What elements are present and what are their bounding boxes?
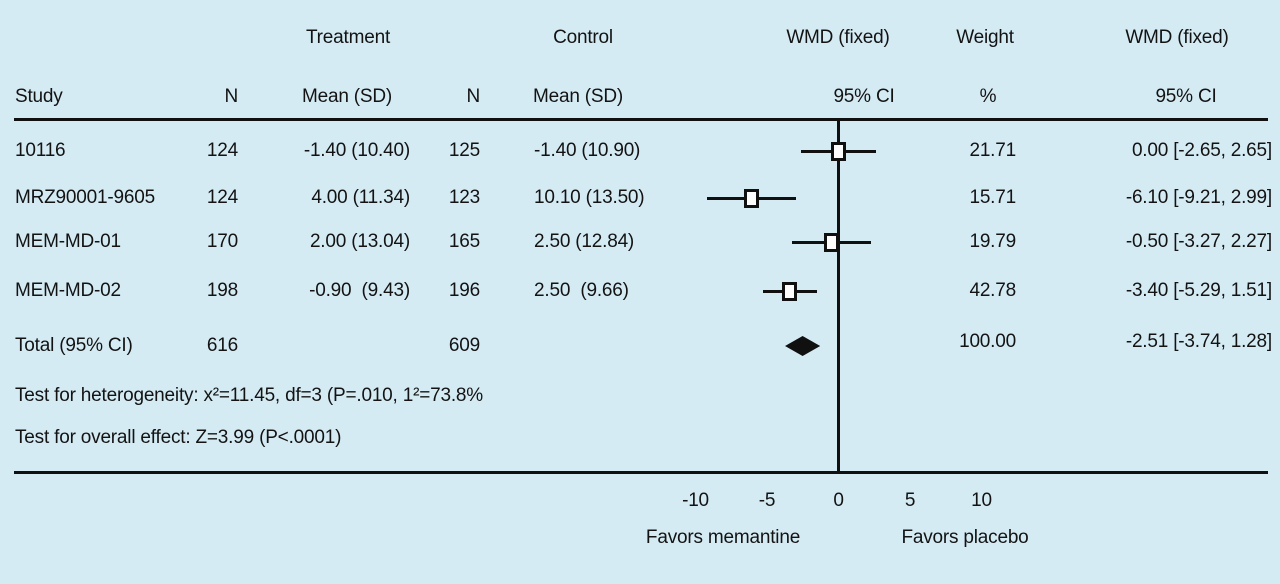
axis-tick-label: 0 bbox=[833, 490, 844, 511]
total-n-control: 609 bbox=[448, 335, 480, 356]
heterogeneity-note: Test for heterogeneity: x²=11.45, df=3 (… bbox=[15, 385, 483, 406]
column-header-n-treatment: N bbox=[224, 86, 238, 107]
effect-square-MEM-MD-01 bbox=[823, 232, 839, 252]
mean-sd-treatment-value: -0.90 (9.43) bbox=[309, 280, 410, 301]
study-label: MRZ90001-9605 bbox=[15, 187, 155, 208]
column-header-wmd-text: WMD (fixed) bbox=[1125, 27, 1229, 48]
summary-diamond bbox=[785, 336, 821, 356]
n-treatment-value: 124 bbox=[206, 140, 238, 161]
column-header-weight: Weight bbox=[956, 27, 1014, 48]
column-header-mean-sd-control: Mean (SD) bbox=[532, 86, 624, 107]
total-weight: 100.00 bbox=[959, 331, 1016, 352]
n-control-value: 123 bbox=[448, 187, 480, 208]
weight-value: 21.71 bbox=[969, 140, 1016, 161]
n-control-value: 165 bbox=[448, 231, 480, 252]
column-header-mean-sd-treatment: Mean (SD) bbox=[301, 86, 393, 107]
effect-square-MEM-MD-02 bbox=[782, 281, 798, 301]
total-n-treatment: 616 bbox=[206, 335, 238, 356]
study-label: MEM-MD-02 bbox=[15, 280, 121, 301]
study-label: 10116 bbox=[15, 140, 66, 161]
wmd-ci-value: 0.00 [-2.65, 2.65] bbox=[1131, 140, 1272, 161]
n-treatment-value: 170 bbox=[206, 231, 238, 252]
axis-rule bbox=[14, 471, 1268, 474]
effect-square-10116 bbox=[831, 141, 846, 161]
column-header-treatment-group: Treatment bbox=[305, 27, 391, 48]
mean-sd-control-value: 2.50 (9.66) bbox=[534, 280, 629, 301]
mean-sd-control-value: 2.50 (12.84) bbox=[534, 231, 635, 252]
effect-square-MRZ90001-9605 bbox=[743, 188, 759, 208]
mean-sd-control-value: 10.10 (13.50) bbox=[534, 187, 645, 208]
weight-value: 15.71 bbox=[969, 187, 1016, 208]
wmd-ci-value: -0.50 [-3.27, 2.27] bbox=[1125, 231, 1272, 252]
n-control-value: 125 bbox=[448, 140, 480, 161]
mean-sd-treatment-value: -1.40 (10.40) bbox=[303, 140, 410, 161]
n-control-value: 196 bbox=[448, 280, 480, 301]
column-header-wmd-plot: WMD (fixed) bbox=[786, 27, 890, 48]
study-label: MEM-MD-01 bbox=[15, 231, 121, 252]
wmd-ci-value: -6.10 [-9.21, 2.99] bbox=[1125, 187, 1272, 208]
column-header-ci-text: 95% CI bbox=[1155, 86, 1217, 107]
axis-tick-label: 5 bbox=[904, 490, 916, 511]
favors-right-label: Favors placebo bbox=[901, 527, 1029, 548]
n-treatment-value: 124 bbox=[206, 187, 238, 208]
favors-left-label: Favors memantine bbox=[645, 527, 801, 548]
total-wmd-ci: -2.51 [-3.74, 1.28] bbox=[1125, 331, 1272, 352]
header-rule bbox=[14, 118, 1268, 121]
column-header-ci-plot: 95% CI bbox=[833, 86, 895, 107]
mean-sd-control-value: -1.40 (10.90) bbox=[534, 140, 641, 161]
total-label: Total (95% CI) bbox=[15, 335, 133, 356]
n-treatment-value: 198 bbox=[206, 280, 238, 301]
column-header-weight-pct: % bbox=[979, 86, 997, 107]
mean-sd-treatment-value: 4.00 (11.34) bbox=[311, 187, 410, 208]
wmd-ci-value: -3.40 [-5.29, 1.51] bbox=[1125, 280, 1272, 301]
mean-sd-treatment-value: 2.00 (13.04) bbox=[309, 231, 410, 252]
zero-effect-line bbox=[837, 121, 840, 471]
overall-effect-note: Test for overall effect: Z=3.99 (P<.0001… bbox=[15, 427, 342, 448]
axis-tick-label: -5 bbox=[758, 490, 776, 511]
column-header-study: Study bbox=[15, 86, 63, 107]
axis-tick-label: -10 bbox=[682, 490, 709, 511]
weight-value: 42.78 bbox=[969, 280, 1016, 301]
axis-tick-label: 10 bbox=[971, 490, 992, 511]
column-header-control-group: Control bbox=[553, 27, 613, 48]
weight-value: 19.79 bbox=[969, 231, 1016, 252]
column-header-n-control: N bbox=[466, 86, 480, 107]
